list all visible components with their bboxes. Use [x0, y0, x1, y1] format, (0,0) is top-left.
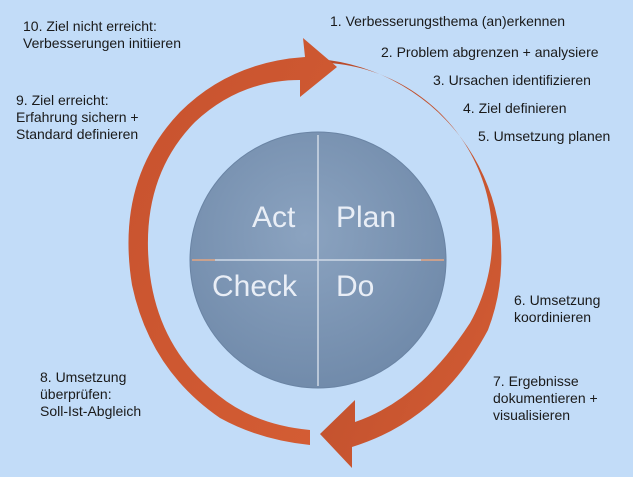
- step-9-label: 9. Ziel erreicht: Erfahrung sichern + St…: [16, 92, 139, 142]
- quadrant-do-label: Do: [336, 270, 374, 303]
- step-2-label: 2. Problem abgrenzen + analysiere: [381, 44, 599, 60]
- step-1-label: 1. Verbesserungsthema (an)erkennen: [330, 13, 566, 29]
- step-4-label: 4. Ziel definieren: [463, 100, 567, 116]
- cycle-arrow-right: [320, 60, 502, 468]
- step-3-label: 3. Ursachen identifizieren: [433, 72, 591, 88]
- quadrant-check-label: Check: [212, 270, 298, 303]
- step-10-label: 10. Ziel nicht erreicht: Verbesserungen …: [23, 18, 181, 51]
- cycle-arrow-left: [128, 38, 337, 445]
- step-7-label: 7. Ergebnisse dokumentieren + visualisie…: [493, 373, 598, 423]
- step-5-label: 5. Umsetzung planen: [478, 128, 611, 144]
- step-6-label: 6. Umsetzung koordinieren: [514, 292, 601, 325]
- quadrant-act-label: Act: [252, 201, 296, 234]
- quadrant-plan-label: Plan: [336, 201, 396, 234]
- step-8-label: 8. Umsetzung überprüfen: Soll-Ist-Abglei…: [40, 369, 142, 419]
